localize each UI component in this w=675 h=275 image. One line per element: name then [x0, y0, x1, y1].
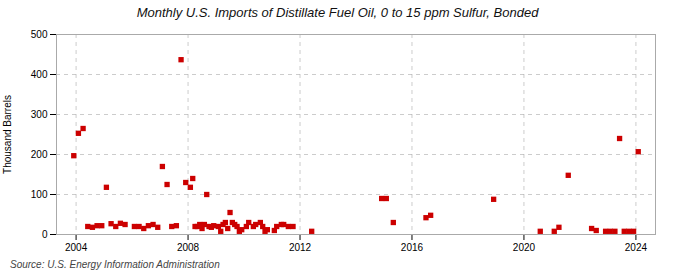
svg-text:2004: 2004: [65, 242, 88, 253]
html-text:Monthly U.S. Imports of Distil: Monthly U.S. Imports of Distillate Fuel …: [136, 5, 539, 20]
svg-text:400: 400: [31, 69, 48, 80]
svg-text:2020: 2020: [513, 242, 536, 253]
svg-text:0: 0: [42, 229, 48, 240]
svg-text:300: 300: [31, 109, 48, 120]
svg-text:2016: 2016: [401, 242, 424, 253]
svg-text:100: 100: [31, 189, 48, 200]
svg-text:2024: 2024: [625, 242, 648, 253]
html-text:Source: U.S. Energy Informatio: Source: U.S. Energy Information Administ…: [10, 259, 220, 270]
svg-text:200: 200: [31, 149, 48, 160]
svg-text:2008: 2008: [177, 242, 200, 253]
svg-text:500: 500: [31, 29, 48, 40]
svg-text:Thousand Barrels: Thousand Barrels: [2, 95, 13, 174]
svg-text:2012: 2012: [289, 242, 312, 253]
